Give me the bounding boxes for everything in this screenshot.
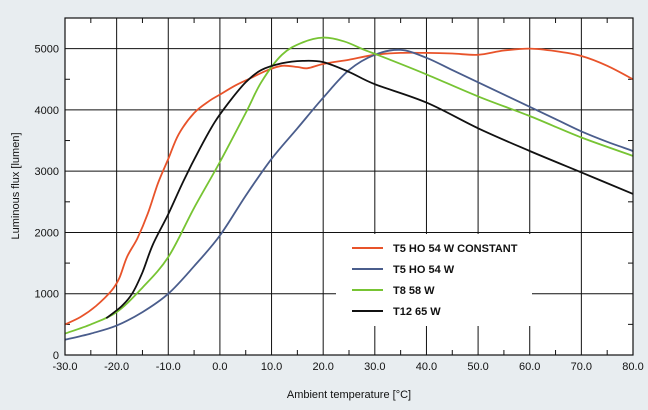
series-line-t12-65-w: [105, 59, 634, 319]
y-tick-label: 4000: [35, 105, 59, 117]
y-tick-label: 2000: [35, 227, 59, 239]
legend-label-t8-58-w: T8 58 W: [393, 285, 435, 297]
legend-label-t12-65-w: T12 65 W: [393, 306, 441, 318]
series-line-t5-ho-54-w: [64, 48, 634, 341]
y-tick-label: 5000: [35, 44, 59, 56]
x-tick-label: 30.0: [364, 361, 385, 373]
legend-label-t5-ho-54-w: T5 HO 54 W: [393, 264, 455, 276]
x-tick-label: 60.0: [519, 361, 540, 373]
x-tick-label: 20.0: [312, 361, 333, 373]
y-tick-label: 0: [53, 350, 59, 362]
y-axis-title: Luminous flux [lumen]: [10, 133, 22, 240]
plot-frame: [64, 17, 634, 356]
legend: T5 HO 54 W CONSTANT T5 HO 54 W T8 58 W T12 …: [336, 234, 532, 326]
x-tick-label: -30.0: [52, 361, 77, 373]
x-tick-label: 70.0: [571, 361, 592, 373]
x-tick-label: 10.0: [261, 361, 282, 373]
y-tick-label: 1000: [35, 289, 59, 301]
series-line-t5-ho-54-w-constant: [64, 47, 634, 326]
x-tick-label: 40.0: [416, 361, 437, 373]
y-tick-labels: 0 1000 2000 3000 4000 5000: [35, 44, 59, 362]
x-tick-label: 50.0: [467, 361, 488, 373]
x-tick-label: -20.0: [104, 361, 129, 373]
series-line-t8-58-w: [64, 36, 634, 335]
legend-label-t5-ho-54-w-constant: T5 HO 54 W CONSTANT: [393, 243, 518, 255]
x-tick-label: 0.0: [212, 361, 227, 373]
y-tick-label: 3000: [35, 166, 59, 178]
x-tick-label: -10.0: [156, 361, 181, 373]
x-tick-labels: -30.0 -20.0 -10.0 0.0 10.0 20.0 30.0 40.0 50.0 60…: [52, 361, 643, 373]
x-tick-label: 80.0: [622, 361, 643, 373]
x-axis-title: Ambient temperature [°C]: [287, 389, 411, 401]
series-lines: [64, 36, 634, 341]
